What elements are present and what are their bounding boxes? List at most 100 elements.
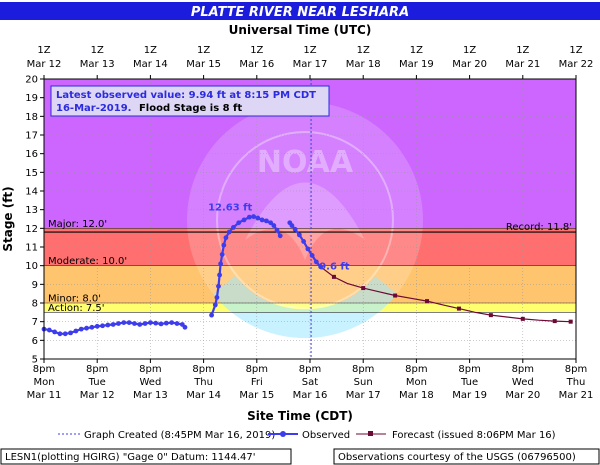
observed-point: [169, 320, 175, 325]
seal-water: [213, 276, 397, 339]
observed-point: [163, 320, 169, 326]
latest-value-date: 16-Mar-2019.: [56, 103, 131, 114]
observed-point: [116, 321, 121, 326]
bottom-tick-label: Mar 16: [293, 390, 328, 401]
legend-created: Graph Created (8:45PM Mar 16, 2019): [84, 430, 275, 441]
observed-point: [219, 252, 225, 257]
observed-point: [78, 326, 84, 332]
bottom-tick-label: Mar 20: [505, 390, 540, 401]
observed-point: [218, 261, 224, 267]
observed-point: [221, 242, 227, 248]
observed-point: [246, 214, 252, 220]
bottom-tick-label: Mar 15: [239, 390, 274, 401]
top-tick-label: 1Z: [463, 45, 476, 56]
y-tick-label: 18: [25, 112, 38, 123]
observed-point: [263, 218, 269, 224]
forecast-point: [393, 293, 398, 298]
bottom-tick-label: 8pm: [139, 364, 161, 375]
y-tick-label: 8: [32, 299, 38, 310]
observed-point: [296, 232, 302, 238]
seal-bird: [245, 182, 365, 260]
y-tick-label: 10: [25, 261, 38, 272]
observed-point: [142, 321, 148, 326]
top-tick-label: 1Z: [303, 45, 316, 56]
forecast-point: [331, 274, 336, 279]
observed-point: [68, 330, 73, 336]
observed-point: [137, 322, 143, 327]
observed-point: [259, 217, 265, 223]
top-tick-label: 1Z: [37, 45, 50, 56]
y-tick-label: 16: [25, 149, 38, 160]
y-axis-title: Stage (ft): [1, 186, 15, 251]
observed-point: [153, 320, 159, 326]
observed-point: [105, 322, 111, 328]
top-tick-label: 1Z: [144, 45, 157, 56]
observed-point: [209, 312, 214, 318]
top-tick-date: Mar 13: [80, 59, 115, 70]
observed-point: [121, 320, 127, 325]
bottom-tick-label: Thu: [566, 377, 586, 388]
observed-point: [305, 246, 311, 252]
top-tick-label: 1Z: [410, 45, 423, 56]
observed-point: [52, 329, 58, 335]
title-bar: [0, 2, 600, 20]
y-tick-label: 9: [32, 280, 38, 291]
bottom-tick-label: Tue: [460, 377, 478, 388]
observed-point: [214, 295, 220, 300]
observed-point: [251, 214, 257, 219]
observed-point: [241, 217, 247, 223]
top-tick-date: Mar 21: [505, 59, 540, 70]
observed-point: [73, 328, 79, 334]
bottom-tick-label: 8pm: [86, 364, 108, 375]
y-tick-label: 7: [32, 317, 38, 328]
bottom-tick-label: 8pm: [299, 364, 321, 375]
legend-forecast: Forecast (issued 8:06PM Mar 16): [392, 430, 556, 441]
observed-point: [313, 259, 319, 265]
bottom-tick-label: Wed: [139, 377, 161, 388]
annotation-0: 12.63 ft: [208, 203, 252, 214]
observed-point: [292, 226, 298, 232]
bottom-tick-label: Thu: [193, 377, 213, 388]
annotation-1: 9.6 ft: [319, 262, 350, 273]
bottom-tick-label: Mon: [406, 377, 427, 388]
observed-point: [271, 223, 277, 228]
top-tick-date: Mar 19: [399, 59, 434, 70]
top-tick-date: Mar 16: [239, 59, 274, 70]
forecast-line-3: [320, 266, 571, 323]
y-tick-label: 11: [25, 243, 38, 254]
latest-value-box: Latest observed value: 9.94 ft at 8:15 P…: [50, 85, 330, 117]
legend: Graph Created (8:45PM Mar 16, 2019) Obse…: [58, 430, 556, 441]
bottom-tick-label: Tue: [88, 377, 106, 388]
top-tick-label: 1Z: [91, 45, 104, 56]
record-label: Record: 11.8': [506, 222, 572, 233]
bottom-tick-label: Sun: [354, 377, 373, 388]
observed-point: [236, 220, 242, 226]
forecast-point: [488, 313, 493, 318]
noaa-watermark: NOAA: [187, 102, 423, 339]
top-tick-date: Mar 17: [293, 59, 328, 70]
y-tick-label: 13: [25, 205, 38, 216]
observed-point: [94, 323, 100, 329]
observed-point: [110, 322, 116, 327]
observed-point: [274, 227, 280, 233]
observed-point: [230, 225, 236, 230]
footer-left: LESN1(plotting HGIRG) "Gage 0" Datum: 11…: [5, 452, 255, 463]
y-tick-label: 19: [25, 93, 38, 104]
seal-ring: [216, 131, 394, 309]
observed-point: [132, 321, 137, 326]
top-axis-title: Universal Time (UTC): [229, 23, 372, 37]
observed-point: [89, 324, 95, 330]
top-tick-label: 1Z: [569, 45, 582, 56]
legend-observed: Observed: [302, 430, 350, 441]
observed-point: [148, 320, 153, 325]
top-tick-date: Mar 18: [346, 59, 381, 70]
footer-right: Observations courtesy of the USGS (06796…: [338, 452, 576, 463]
bottom-tick-label: Mon: [33, 377, 54, 388]
bottom-tick-label: Mar 18: [399, 390, 434, 401]
observed-point: [217, 272, 222, 278]
observed-point: [301, 239, 307, 244]
bottom-tick-label: 8pm: [246, 364, 268, 375]
bottom-tick-label: 8pm: [352, 364, 374, 375]
top-tick-label: 1Z: [250, 45, 263, 56]
chart-title: PLATTE RIVER NEAR LESHARA: [191, 5, 409, 20]
